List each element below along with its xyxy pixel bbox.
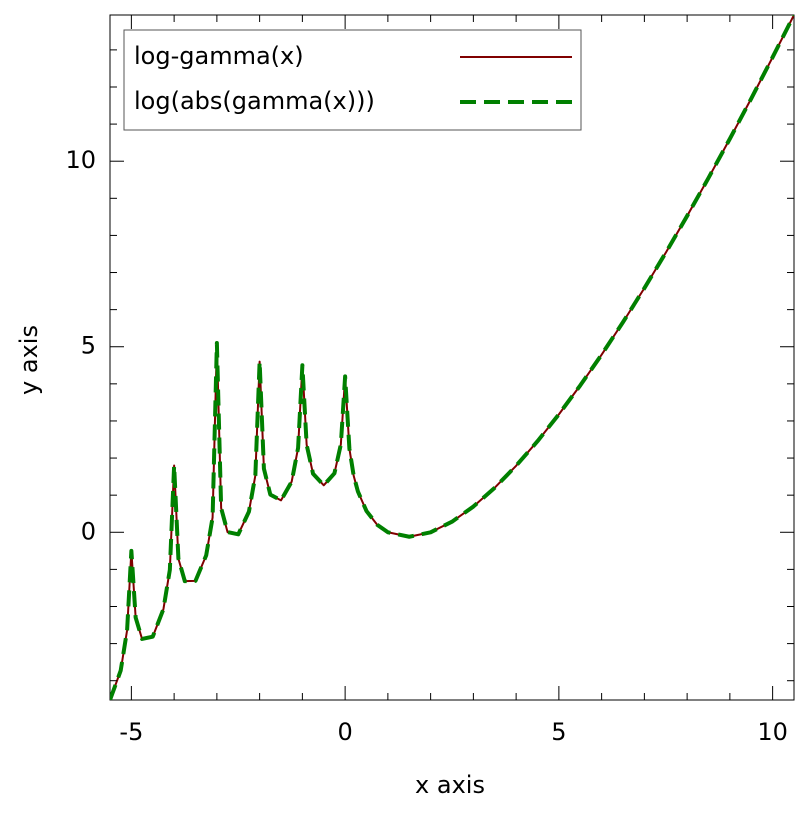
legend-box <box>123 29 582 131</box>
plot-area <box>110 15 794 700</box>
legend-label: log(abs(gamma(x))) <box>134 87 375 115</box>
x-tick-label: 5 <box>551 718 566 746</box>
x-tick-label: 10 <box>757 718 788 746</box>
plot-frame <box>109 14 795 701</box>
x-tick-label: -5 <box>119 718 143 746</box>
legend-label: log-gamma(x) <box>134 42 304 70</box>
x-tick-label: 0 <box>337 718 352 746</box>
y-tick-label: 0 <box>81 517 96 545</box>
y-tick-label: 10 <box>65 146 96 174</box>
y-tick-label: 5 <box>81 332 96 360</box>
x-axis-label: x axis <box>415 771 485 799</box>
y-axis-label: y axis <box>15 325 43 395</box>
series-line <box>110 15 794 700</box>
